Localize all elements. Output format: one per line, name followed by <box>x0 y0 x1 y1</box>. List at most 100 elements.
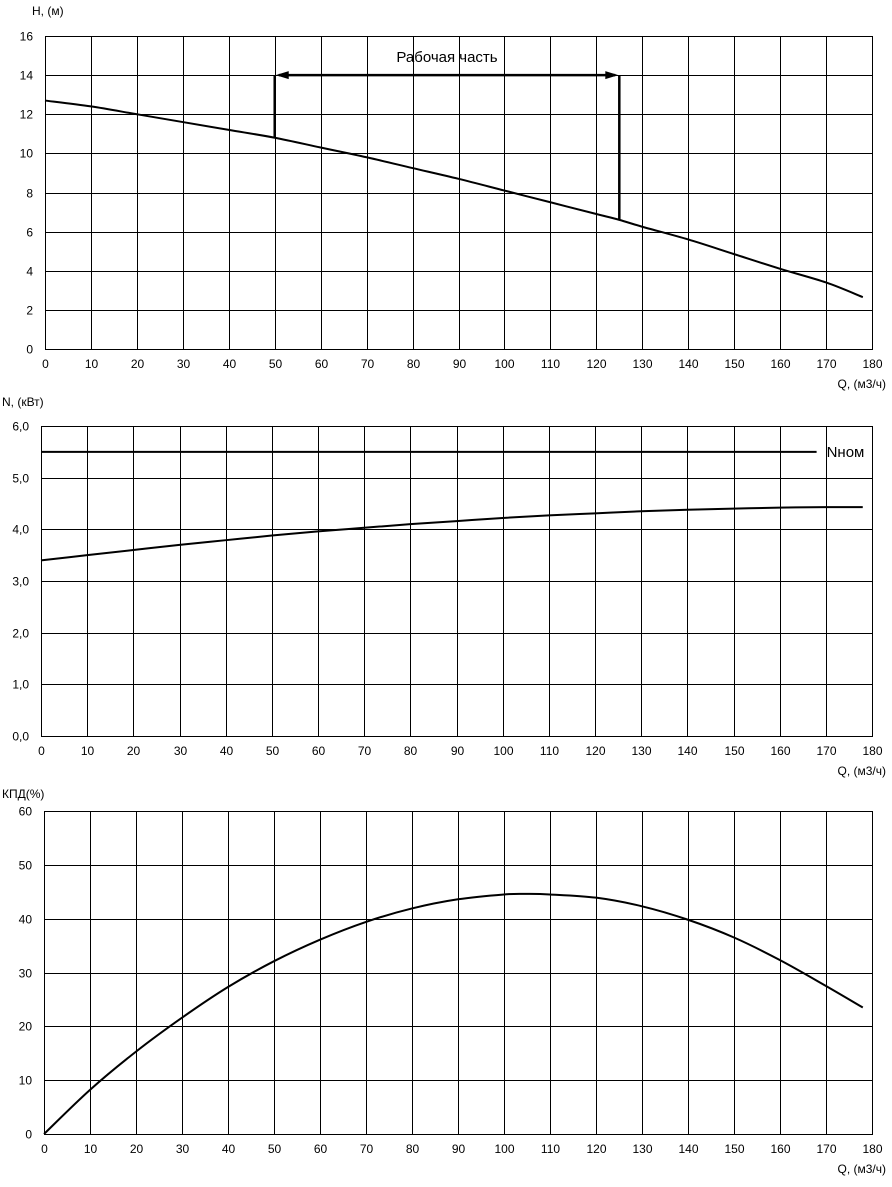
power-x-tick-label: 100 <box>493 744 513 758</box>
power-y-tick-label: 3,0 <box>12 575 29 589</box>
nominal-power-label: Nном <box>827 444 865 461</box>
head-x-tick-label: 120 <box>586 357 606 371</box>
head-x-tick-label: 110 <box>541 357 560 371</box>
efficiency-x-tick-label: 180 <box>862 1142 882 1156</box>
working-range-label: Рабочая часть <box>396 49 497 66</box>
power-x-tick-label: 10 <box>81 744 95 758</box>
efficiency-x-tick-label: 90 <box>452 1142 466 1156</box>
efficiency-x-tick-label: 70 <box>360 1142 374 1156</box>
power-x-tick-label: 160 <box>770 744 790 758</box>
head-y-tick-label: 10 <box>20 147 34 161</box>
head-curve <box>44 99 864 299</box>
head-x-tick-label: 90 <box>453 357 467 371</box>
power-x-tick-label: 180 <box>862 744 882 758</box>
power-x-tick-label: 30 <box>174 744 188 758</box>
efficiency-x-tick-label: 80 <box>406 1142 420 1156</box>
efficiency-x-tick-label: 160 <box>770 1142 790 1156</box>
efficiency-x-tick-label: 60 <box>314 1142 328 1156</box>
power-x-tick-label: 170 <box>816 744 836 758</box>
head-y-tick-label: 12 <box>20 108 34 122</box>
head-x-tick-label: 80 <box>407 357 421 371</box>
efficiency-chart: 0 10 20 30 40 50 60 70 80 90 100 110 120 130 140 150 160… <box>2 787 886 1176</box>
efficiency-x-tick-label: 130 <box>632 1142 652 1156</box>
power-x-tick-label: 80 <box>404 744 418 758</box>
power-x-axis-label: Q, (м3/ч) <box>837 764 886 778</box>
head-y-tick-label: 0 <box>26 343 33 357</box>
power-x-tick-label: 0 <box>38 744 45 758</box>
efficiency-x-tick-label: 40 <box>222 1142 236 1156</box>
power-x-tick-label: 110 <box>540 744 559 758</box>
efficiency-x-tick-label: 30 <box>176 1142 190 1156</box>
head-x-tick-label: 60 <box>315 357 329 371</box>
head-plot-frame <box>45 36 873 350</box>
head-x-tick-label: 40 <box>223 357 237 371</box>
power-y-tick-label: 2,0 <box>12 627 29 641</box>
head-y-tick-label: 16 <box>20 30 34 44</box>
efficiency-x-tick-label: 10 <box>84 1142 98 1156</box>
head-x-tick-label: 30 <box>177 357 191 371</box>
head-x-tick-label: 130 <box>632 357 652 371</box>
power-chart: 0 10 20 30 40 50 60 70 80 90 100 110 120 130 140 150 160… <box>2 395 886 778</box>
efficiency-y-tick-label: 10 <box>19 1074 33 1088</box>
efficiency-x-tick-label: 120 <box>586 1142 606 1156</box>
power-y-tick-label: 1,0 <box>12 678 29 692</box>
head-y-tick-label: 8 <box>26 187 33 201</box>
power-x-tick-label: 150 <box>724 744 744 758</box>
head-x-tick-label: 160 <box>770 357 790 371</box>
power-x-tick-label: 90 <box>451 744 465 758</box>
head-x-tick-label: 20 <box>131 357 145 371</box>
efficiency-x-tick-label: 100 <box>494 1142 514 1156</box>
efficiency-y-axis-label: КПД(%) <box>2 787 44 801</box>
power-x-tick-label: 140 <box>677 744 697 758</box>
head-y-tick-label: 6 <box>26 226 33 240</box>
power-x-tick-label: 130 <box>631 744 651 758</box>
head-x-tick-label: 140 <box>678 357 698 371</box>
power-y-tick-label: 5,0 <box>12 472 29 486</box>
power-x-tick-label: 120 <box>585 744 605 758</box>
head-chart: 0 10 20 30 40 50 60 70 80 90 100 110 120 130 140 150 160… <box>20 4 886 391</box>
power-x-tick-label: 60 <box>312 744 326 758</box>
efficiency-y-tick-label: 50 <box>19 859 33 873</box>
efficiency-y-tick-label: 30 <box>19 967 33 981</box>
head-x-axis-label: Q, (м3/ч) <box>837 377 886 391</box>
power-plot-frame <box>41 426 873 737</box>
efficiency-y-tick-label: 60 <box>19 805 33 819</box>
efficiency-y-tick-label: 40 <box>19 913 33 927</box>
head-x-tick-label: 10 <box>85 357 99 371</box>
head-x-tick-label: 0 <box>42 357 49 371</box>
efficiency-x-tick-label: 0 <box>41 1142 48 1156</box>
head-x-tick-label: 170 <box>816 357 836 371</box>
efficiency-y-tick-label: 0 <box>25 1128 32 1142</box>
head-x-tick-label: 150 <box>724 357 744 371</box>
power-y-tick-label: 6,0 <box>12 420 29 434</box>
efficiency-x-tick-label: 150 <box>724 1142 744 1156</box>
power-x-tick-label: 70 <box>358 744 372 758</box>
power-y-tick-label: 0,0 <box>12 730 29 744</box>
power-y-tick-label: 4,0 <box>12 523 29 537</box>
working-range-arrow-left-head <box>275 71 289 80</box>
efficiency-x-tick-label: 50 <box>268 1142 282 1156</box>
head-x-tick-label: 50 <box>269 357 283 371</box>
power-curve <box>40 506 863 562</box>
efficiency-x-tick-label: 110 <box>541 1142 560 1156</box>
power-x-tick-label: 50 <box>266 744 280 758</box>
power-y-axis-label: N, (кВт) <box>2 395 44 409</box>
efficiency-x-tick-label: 20 <box>130 1142 144 1156</box>
efficiency-x-tick-label: 140 <box>678 1142 698 1156</box>
efficiency-curve <box>43 892 864 1135</box>
efficiency-plot-frame <box>44 811 873 1135</box>
efficiency-x-tick-label: 170 <box>816 1142 836 1156</box>
power-x-tick-label: 40 <box>220 744 234 758</box>
head-y-tick-label: 2 <box>26 304 33 318</box>
efficiency-y-tick-label: 20 <box>19 1020 33 1034</box>
working-range-arrow-right-head <box>605 71 619 80</box>
power-x-tick-label: 20 <box>127 744 141 758</box>
head-y-tick-label: 14 <box>20 69 34 83</box>
head-y-axis-label: H, (м) <box>32 4 64 18</box>
head-x-tick-label: 180 <box>862 357 882 371</box>
head-x-tick-label: 70 <box>361 357 375 371</box>
head-y-tick-label: 4 <box>26 265 33 279</box>
head-x-tick-label: 100 <box>494 357 514 371</box>
efficiency-x-axis-label: Q, (м3/ч) <box>837 1162 886 1176</box>
